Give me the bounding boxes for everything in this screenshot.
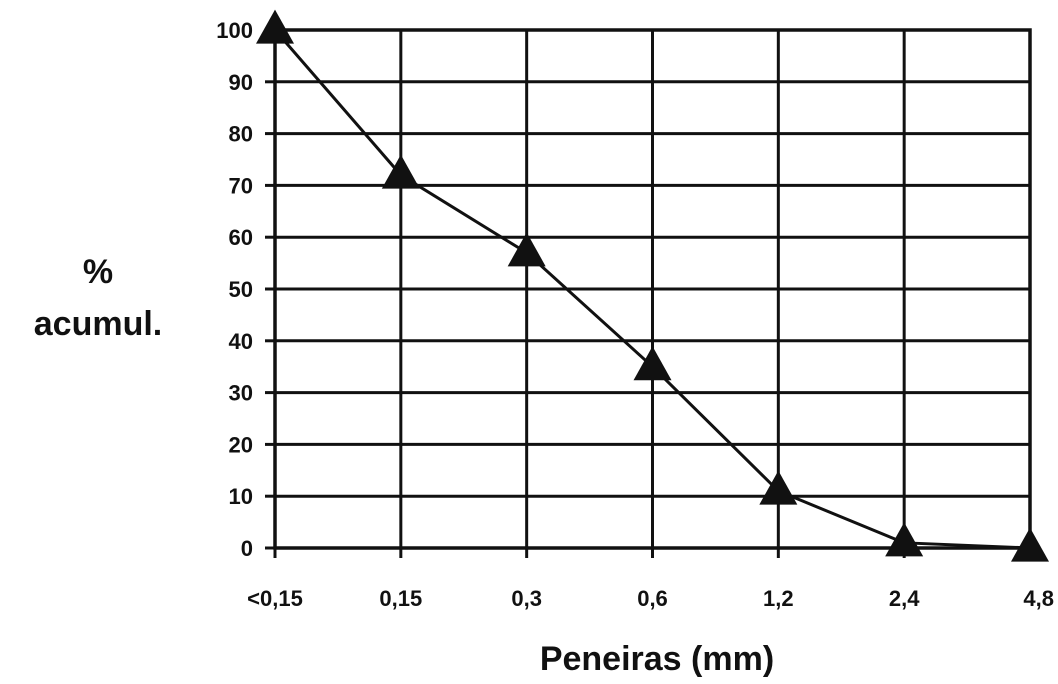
x-tick-labels: <0,15 0,15 0,3 0,6 1,2 2,4 4,8 <box>247 586 1054 611</box>
data-point-triangle <box>633 346 672 381</box>
x-tick-label: 0,3 <box>511 586 542 611</box>
x-tick-label: 0,15 <box>379 586 422 611</box>
y-tick-label: 70 <box>229 173 253 198</box>
data-point-triangle <box>885 522 924 557</box>
x-tick-label: 4,8 <box>1023 586 1054 611</box>
gridlines <box>273 28 1032 550</box>
series <box>256 9 1049 562</box>
x-tick-label: <0,15 <box>247 586 303 611</box>
y-tick-label: 50 <box>229 277 253 302</box>
y-tick-label: 80 <box>229 122 253 147</box>
axis-tick-marks <box>265 28 1032 558</box>
y-tick-label: 100 <box>216 18 253 43</box>
y-tick-label: 60 <box>229 225 253 250</box>
data-point-triangle <box>1011 527 1049 562</box>
data-point-triangle <box>381 154 420 189</box>
data-point-triangle <box>507 232 546 267</box>
x-axis-title: Peneiras (mm) <box>540 640 774 678</box>
y-tick-label: 0 <box>241 536 253 561</box>
y-tick-label: 20 <box>229 432 253 457</box>
x-tick-label: 1,2 <box>763 586 794 611</box>
y-tick-label: 40 <box>229 329 253 354</box>
y-axis-title-line-2: acumul. <box>34 305 162 343</box>
y-tick-label: 90 <box>229 70 253 95</box>
data-point-triangle <box>256 9 294 44</box>
y-tick-label: 30 <box>229 381 253 406</box>
y-tick-label: 10 <box>229 484 253 509</box>
y-axis-title-line-1: % <box>83 253 113 291</box>
y-tick-labels: 0 10 20 30 40 50 60 70 80 90 100 <box>216 18 253 561</box>
x-tick-label: 0,6 <box>637 586 668 611</box>
x-tick-label: 2,4 <box>889 586 920 611</box>
data-point-triangle <box>759 470 798 505</box>
